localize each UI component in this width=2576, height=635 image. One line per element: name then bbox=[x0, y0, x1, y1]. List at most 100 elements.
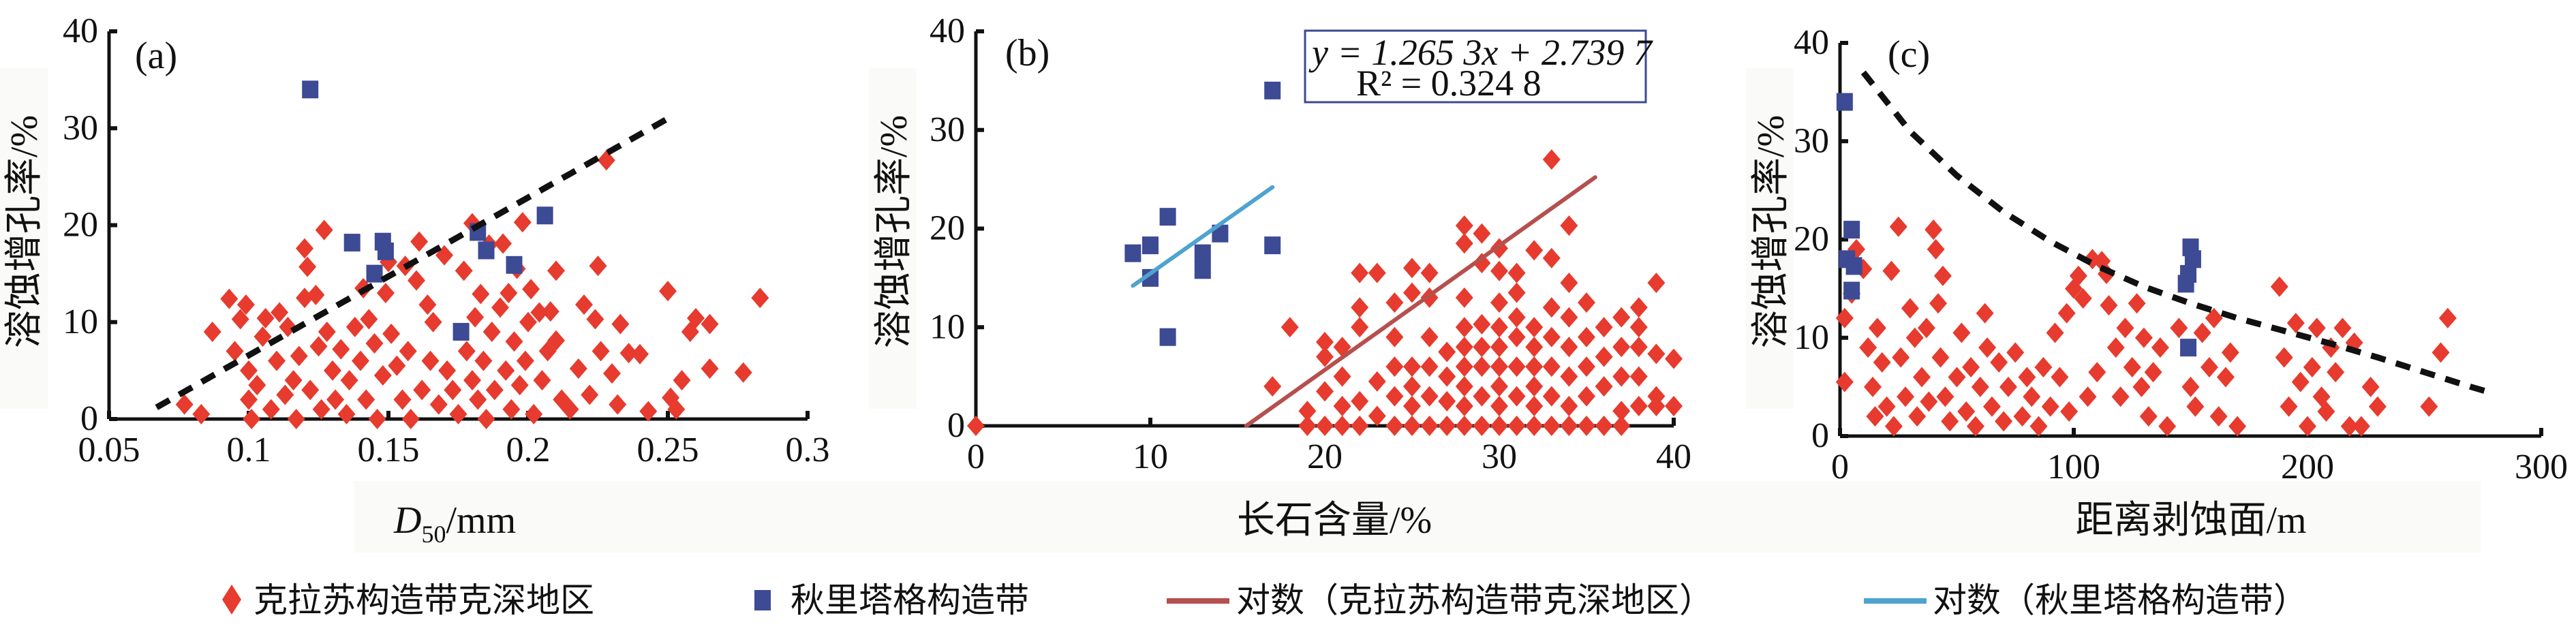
data-point-diamond bbox=[1542, 416, 1561, 436]
data-point-diamond bbox=[298, 256, 317, 277]
data-point-diamond bbox=[393, 389, 412, 410]
data-point-diamond bbox=[1892, 347, 1910, 368]
data-point-diamond bbox=[1889, 216, 1907, 237]
data-point-diamond bbox=[1913, 367, 1931, 388]
data-point-diamond bbox=[1578, 356, 1595, 377]
data-point-diamond bbox=[2144, 362, 2162, 383]
data-point-diamond bbox=[1897, 386, 1915, 407]
data-point-diamond bbox=[477, 409, 495, 429]
data-point-diamond bbox=[1490, 356, 1508, 377]
data-point-diamond bbox=[1595, 346, 1613, 367]
data-point-diamond bbox=[1455, 233, 1473, 254]
data-point-diamond bbox=[1385, 386, 1404, 407]
data-point-diamond bbox=[463, 370, 481, 391]
data-point-diamond bbox=[2046, 322, 2064, 343]
x-tick-label-a: 0.1 bbox=[227, 431, 271, 469]
data-point-diamond bbox=[2221, 342, 2239, 363]
data-point-diamond bbox=[324, 360, 341, 381]
data-point-diamond bbox=[2069, 265, 2087, 286]
x-tick-label-a: 0.25 bbox=[637, 431, 699, 469]
data-point-diamond bbox=[1859, 337, 1877, 358]
data-point-diamond bbox=[2018, 367, 2036, 388]
data-point-diamond bbox=[1612, 337, 1631, 358]
data-point-diamond bbox=[360, 309, 378, 330]
x-tick-label-c: 100 bbox=[2047, 448, 2100, 486]
series-kelasu-b bbox=[967, 149, 1683, 436]
data-point-diamond bbox=[373, 365, 392, 386]
data-point-diamond bbox=[1420, 262, 1439, 283]
data-point-diamond bbox=[589, 255, 607, 277]
data-point-diamond bbox=[1647, 273, 1666, 294]
data-point-square bbox=[1159, 328, 1176, 346]
data-point-diamond bbox=[1612, 366, 1631, 387]
x-axis-title-c: 距离剥蚀面/m bbox=[2075, 499, 2306, 542]
equation-box-border bbox=[1304, 29, 1647, 104]
data-point-diamond bbox=[1455, 215, 1473, 236]
data-point-diamond bbox=[1455, 317, 1473, 338]
data-point-diamond bbox=[1473, 386, 1491, 407]
data-point-diamond bbox=[2200, 357, 2218, 378]
data-point-diamond bbox=[388, 355, 406, 376]
x-tick-label-b: 10 bbox=[1133, 437, 1168, 476]
data-point-diamond bbox=[2074, 288, 2092, 309]
data-point-diamond bbox=[2317, 401, 2335, 422]
x-tick-label-a: 0.2 bbox=[506, 431, 551, 469]
data-point-diamond bbox=[2270, 276, 2288, 297]
data-point-diamond bbox=[2116, 318, 2134, 339]
data-point-diamond bbox=[1507, 326, 1526, 347]
data-point-diamond bbox=[2205, 307, 2223, 328]
y-tick-label-b: 10 bbox=[930, 307, 965, 346]
data-point-diamond bbox=[262, 399, 280, 420]
data-point-diamond bbox=[2209, 406, 2228, 427]
data-point-diamond bbox=[701, 358, 719, 380]
data-point-diamond bbox=[1952, 322, 1971, 343]
data-point-square bbox=[377, 242, 394, 260]
data-point-diamond bbox=[1976, 303, 1994, 324]
data-point-diamond bbox=[365, 333, 384, 354]
data-point-diamond bbox=[1403, 356, 1421, 377]
data-point-diamond bbox=[337, 403, 356, 424]
data-point-diamond bbox=[2041, 396, 2059, 417]
data-point-diamond bbox=[603, 363, 621, 384]
data-point-diamond bbox=[2333, 318, 2352, 339]
data-point-diamond bbox=[2368, 396, 2387, 417]
data-point-diamond bbox=[368, 409, 386, 429]
data-point-diamond bbox=[401, 409, 420, 429]
data-point-diamond bbox=[2275, 347, 2293, 368]
data-point-diamond bbox=[611, 313, 630, 335]
data-point-square bbox=[506, 255, 523, 274]
data-point-diamond bbox=[1542, 247, 1561, 268]
data-point-diamond bbox=[1542, 297, 1561, 318]
data-point-diamond bbox=[312, 399, 331, 420]
data-point-diamond bbox=[1316, 416, 1334, 436]
legend-diamond-icon bbox=[222, 585, 241, 615]
data-point-diamond bbox=[1560, 307, 1578, 328]
y-tick-label-b: 30 bbox=[930, 110, 965, 149]
data-point-diamond bbox=[309, 336, 328, 357]
x-tick-label-b: 20 bbox=[1307, 437, 1343, 476]
data-point-diamond bbox=[1351, 317, 1369, 338]
data-point-diamond bbox=[1966, 416, 1984, 437]
data-point-diamond bbox=[2139, 406, 2158, 427]
data-point-square bbox=[1124, 244, 1141, 262]
data-point-diamond bbox=[1420, 416, 1439, 436]
data-point-diamond bbox=[581, 384, 599, 405]
data-point-diamond bbox=[687, 308, 705, 329]
series-qiulitage-c bbox=[1836, 93, 2201, 357]
y-tick-label-b: 40 bbox=[930, 12, 965, 50]
panel-label-a: (a) bbox=[135, 35, 177, 77]
x-axis-title-a-unit: /mm bbox=[446, 499, 516, 542]
data-point-diamond bbox=[240, 389, 258, 410]
data-point-diamond bbox=[592, 341, 610, 362]
data-point-diamond bbox=[519, 311, 537, 332]
data-point-square bbox=[302, 80, 319, 99]
data-point-diamond bbox=[231, 309, 249, 330]
x-axis-title-a-sub: 50 bbox=[421, 521, 446, 548]
equation-box: y = 1.265 3x + 2.739 7 R² = 0.324 8 bbox=[1304, 29, 1653, 104]
data-point-diamond bbox=[659, 281, 677, 302]
x-axis-title-a: D50/mm bbox=[393, 499, 516, 548]
data-point-diamond bbox=[1368, 371, 1386, 392]
data-point-diamond bbox=[1957, 401, 1976, 422]
data-point-diamond bbox=[1629, 396, 1648, 417]
data-point-diamond bbox=[1917, 318, 1935, 339]
